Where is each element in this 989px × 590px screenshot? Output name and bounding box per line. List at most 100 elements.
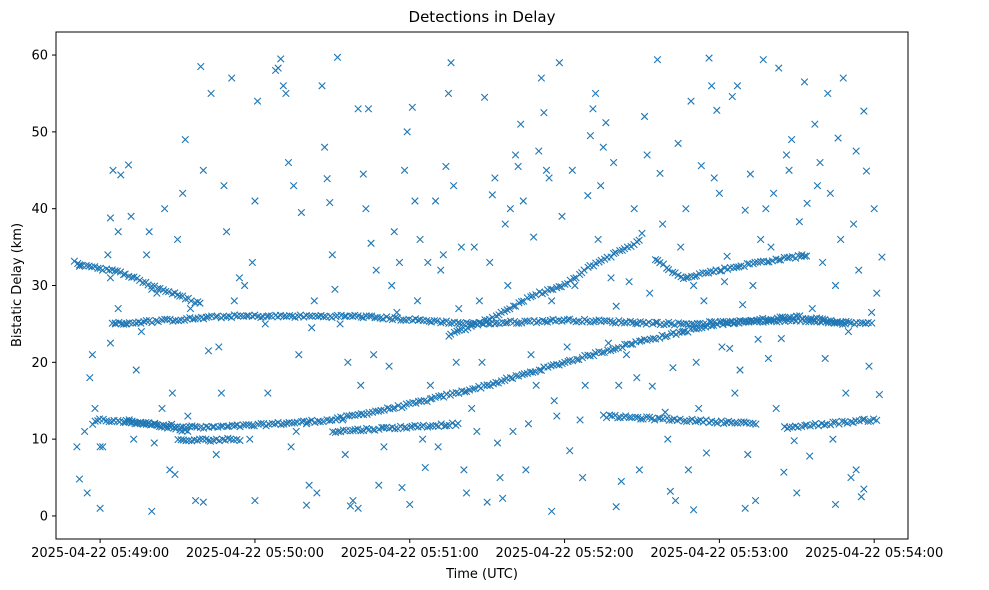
- detection-point: [340, 312, 349, 321]
- detection-point: [746, 419, 754, 427]
- detection-point: [470, 243, 478, 251]
- detection-point: [831, 500, 840, 509]
- detection-point: [357, 410, 366, 418]
- detection-point: [488, 191, 497, 199]
- detection-point: [707, 82, 716, 90]
- detection-point: [150, 420, 159, 429]
- detection-point: [236, 436, 244, 445]
- detection-point: [455, 304, 463, 313]
- detection-point: [279, 82, 288, 90]
- detection-point: [609, 318, 617, 327]
- detection-point: [682, 319, 690, 328]
- detection-point: [818, 258, 827, 267]
- detection-point: [230, 297, 238, 305]
- detection-point: [743, 259, 751, 268]
- detection-point: [248, 258, 257, 267]
- detection-point: [445, 319, 453, 328]
- detection-point: [217, 389, 226, 397]
- detection-point: [637, 415, 645, 423]
- detection-point: [439, 251, 447, 259]
- detection-point: [96, 504, 104, 512]
- detection-point: [365, 312, 373, 320]
- detection-point: [417, 397, 425, 405]
- detection-point: [568, 357, 577, 365]
- detection-point: [437, 420, 445, 428]
- detection-point: [731, 419, 739, 427]
- detection-point: [137, 327, 146, 336]
- detection-point: [289, 181, 298, 190]
- y-axis-label: Bistatic Delay (km): [10, 223, 25, 347]
- detection-point: [785, 423, 793, 431]
- detection-point: [656, 169, 664, 178]
- detection-point: [492, 378, 500, 387]
- detection-point: [268, 419, 277, 428]
- detection-point: [339, 414, 348, 423]
- detection-point: [532, 318, 541, 327]
- detection-point: [411, 197, 419, 205]
- detection-point: [94, 264, 102, 273]
- detection-point: [535, 366, 544, 374]
- detection-point: [391, 425, 399, 433]
- detection-point: [800, 78, 809, 86]
- detection-point: [591, 89, 600, 98]
- detection-point: [73, 443, 81, 451]
- detection-point: [754, 335, 762, 343]
- detection-point: [777, 334, 785, 343]
- detection-point: [502, 319, 510, 327]
- detection-point: [297, 208, 306, 217]
- detection-point: [670, 321, 679, 329]
- detection-point: [302, 501, 311, 509]
- detection-point: [225, 312, 233, 320]
- detection-point: [426, 395, 435, 403]
- detection-point: [614, 414, 622, 422]
- detection-point: [616, 246, 624, 255]
- detection-point: [782, 151, 791, 159]
- detection-point: [185, 422, 194, 431]
- x-axis-ticks: 2025-04-22 05:49:00 2025-04-22 05:50:00 20…: [31, 539, 943, 561]
- detection-point: [171, 470, 179, 479]
- detection-point: [406, 500, 414, 509]
- detection-point: [680, 417, 688, 425]
- detection-point: [457, 243, 466, 251]
- detection-point: [413, 297, 422, 305]
- detection-point: [91, 404, 99, 413]
- detection-point: [724, 319, 733, 327]
- detection-point: [450, 328, 459, 337]
- detection-point: [380, 443, 388, 451]
- detection-point: [184, 412, 192, 420]
- x-tick-label: 2025-04-22 05:54:00: [805, 546, 943, 561]
- detection-point: [609, 345, 617, 354]
- detection-point: [349, 426, 357, 435]
- detection-point: [679, 274, 688, 283]
- detection-point: [576, 416, 584, 424]
- detection-point: [248, 421, 256, 430]
- detection-point: [762, 204, 770, 213]
- detection-point: [148, 318, 156, 327]
- detection-point: [652, 318, 660, 326]
- detection-point: [862, 167, 871, 175]
- detection-point: [720, 277, 729, 286]
- detection-point: [295, 350, 303, 359]
- detection-point: [612, 302, 620, 310]
- detection-point: [391, 314, 399, 322]
- detection-point: [494, 379, 503, 387]
- detection-point: [229, 436, 238, 444]
- detection-point: [531, 368, 539, 376]
- detection-point: [519, 197, 527, 205]
- detection-point: [469, 385, 477, 393]
- detection-point: [162, 287, 170, 296]
- detection-point: [575, 355, 583, 364]
- detection-point: [362, 204, 370, 213]
- detection-point: [444, 89, 453, 98]
- detection-point: [628, 340, 637, 348]
- detection-point: [501, 220, 509, 228]
- detection-point: [661, 408, 669, 416]
- detection-point: [663, 332, 671, 340]
- detection-point: [630, 204, 638, 213]
- detection-point: [432, 421, 440, 430]
- detection-point: [691, 272, 699, 281]
- detection-point: [506, 374, 515, 382]
- detection-point: [339, 426, 347, 434]
- detection-point: [236, 312, 245, 320]
- detection-point: [622, 350, 631, 359]
